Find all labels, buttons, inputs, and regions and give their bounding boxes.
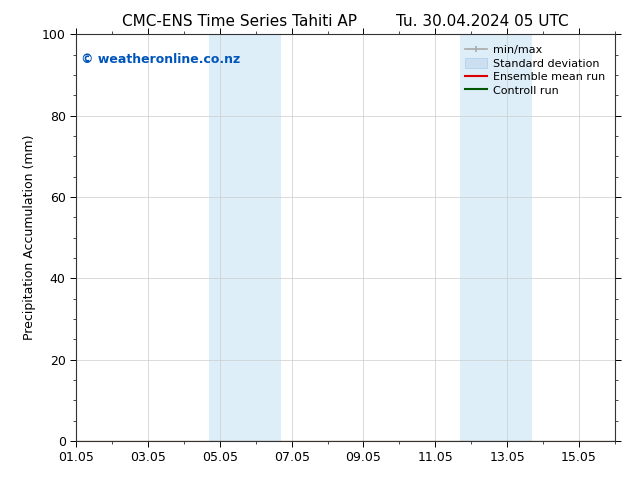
- Y-axis label: Precipitation Accumulation (mm): Precipitation Accumulation (mm): [23, 135, 36, 341]
- Bar: [209, 34, 281, 441]
- Title: CMC-ENS Time Series Tahiti AP        Tu. 30.04.2024 05 UTC: CMC-ENS Time Series Tahiti AP Tu. 30.04.…: [122, 14, 569, 29]
- Legend: min/max, Standard deviation, Ensemble mean run, Controll run: min/max, Standard deviation, Ensemble me…: [460, 40, 609, 100]
- Text: © weatheronline.co.nz: © weatheronline.co.nz: [81, 52, 241, 66]
- Bar: [460, 34, 533, 441]
